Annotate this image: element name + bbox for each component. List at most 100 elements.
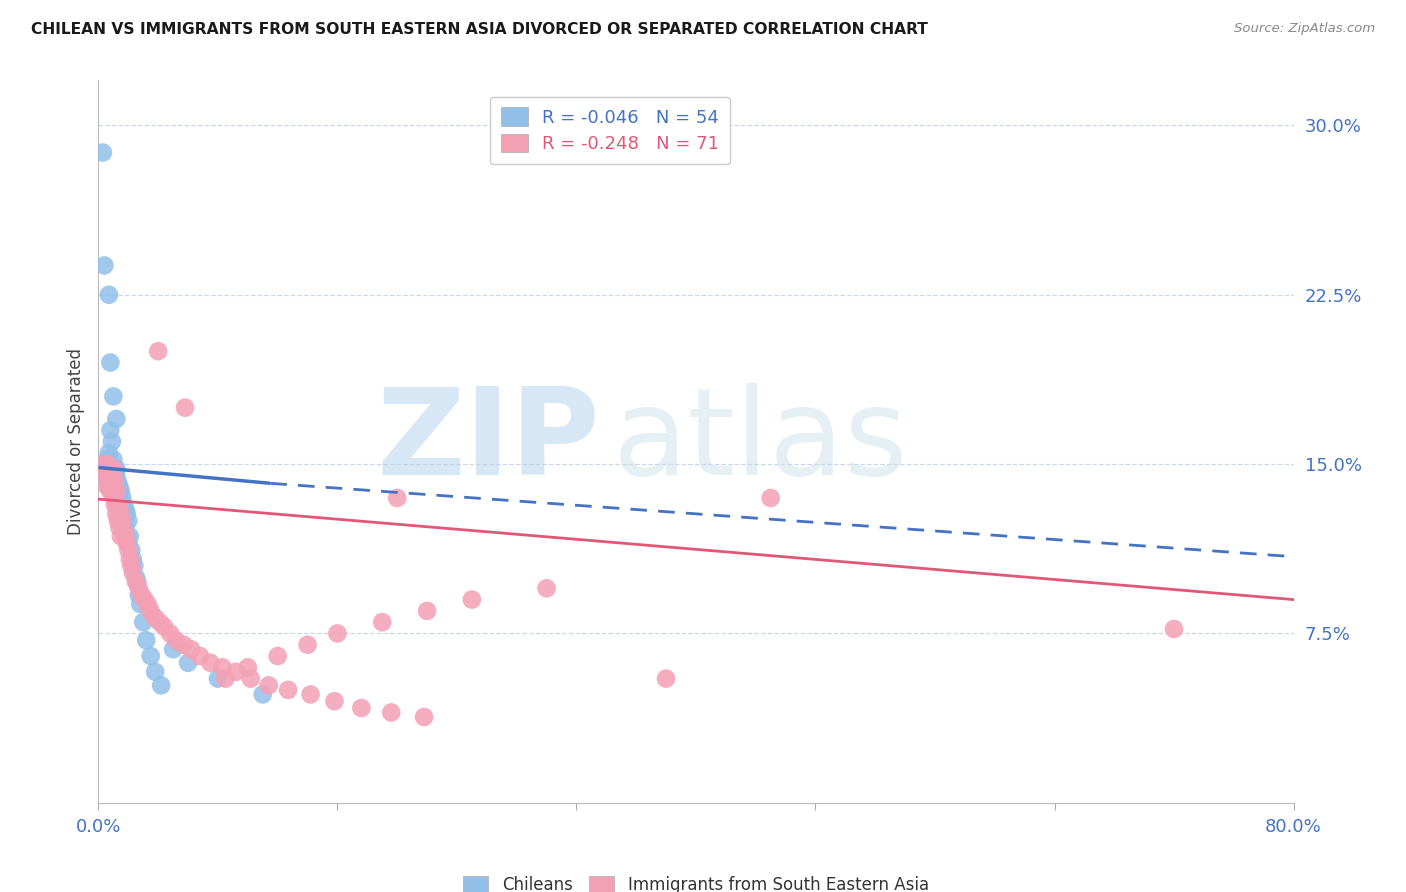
Point [97, 475, 120, 490]
Point [174, 401, 197, 415]
Point [117, 542, 139, 557]
Point [385, 491, 409, 505]
Point [143, 665, 166, 679]
Y-axis label: Divorced or Separated: Divorced or Separated [66, 348, 84, 535]
Point [93, 259, 115, 273]
Point [105, 412, 128, 426]
Point [413, 710, 436, 724]
Point [128, 588, 150, 602]
Point [104, 475, 127, 490]
Point [91, 461, 114, 475]
Point [105, 484, 128, 499]
Point [150, 678, 173, 692]
Point [110, 529, 132, 543]
Point [134, 592, 156, 607]
Point [225, 665, 247, 679]
Point [101, 434, 124, 449]
Point [277, 682, 299, 697]
Point [149, 615, 172, 630]
Point [98, 468, 122, 483]
Point [177, 656, 200, 670]
Point [239, 672, 262, 686]
Point [267, 648, 290, 663]
Point [114, 520, 136, 534]
Point [112, 524, 135, 539]
Point [299, 687, 322, 701]
Point [214, 672, 236, 686]
Point [107, 475, 129, 490]
Point [103, 480, 125, 494]
Point [114, 502, 136, 516]
Point [759, 491, 782, 505]
Point [94, 461, 117, 475]
Point [97, 461, 120, 475]
Point [129, 597, 152, 611]
Point [132, 615, 155, 630]
Point [118, 529, 141, 543]
Point [105, 475, 128, 490]
Point [98, 461, 122, 475]
Point [105, 461, 128, 475]
Point [128, 582, 150, 596]
Point [115, 507, 138, 521]
Point [153, 620, 176, 634]
Point [110, 502, 132, 516]
Point [200, 656, 222, 670]
Point [96, 452, 118, 467]
Point [207, 672, 229, 686]
Point [165, 633, 187, 648]
Point [97, 446, 120, 460]
Point [98, 484, 122, 499]
Point [143, 610, 166, 624]
Point [188, 648, 211, 663]
Point [120, 558, 142, 573]
Point [159, 626, 181, 640]
Point [173, 638, 195, 652]
Point [115, 536, 138, 550]
Point [104, 491, 127, 505]
Point [112, 498, 135, 512]
Point [103, 389, 125, 403]
Legend: Chileans, Immigrants from South Eastern Asia: Chileans, Immigrants from South Eastern … [457, 869, 935, 892]
Point [120, 542, 142, 557]
Point [125, 570, 148, 584]
Text: CHILEAN VS IMMIGRANTS FROM SOUTH EASTERN ASIA DIVORCED OR SEPARATED CORRELATION : CHILEAN VS IMMIGRANTS FROM SOUTH EASTERN… [31, 22, 928, 37]
Point [118, 552, 141, 566]
Point [139, 604, 162, 618]
Point [103, 461, 125, 475]
Point [105, 484, 128, 499]
Point [98, 423, 122, 437]
Point [94, 468, 117, 483]
Point [101, 468, 124, 483]
Point [105, 468, 128, 483]
Point [148, 344, 170, 359]
Point [371, 615, 394, 630]
Point [350, 701, 373, 715]
Point [98, 355, 122, 369]
Point [135, 633, 157, 648]
Point [93, 457, 115, 471]
Point [97, 287, 120, 301]
Point [136, 597, 159, 611]
Point [416, 604, 439, 618]
Point [111, 514, 134, 528]
Point [117, 514, 139, 528]
Point [257, 678, 280, 692]
Point [121, 566, 143, 580]
Point [105, 507, 128, 521]
Point [1163, 622, 1185, 636]
Point [107, 498, 129, 512]
Point [108, 480, 131, 494]
Point [108, 502, 131, 516]
Text: Source: ZipAtlas.com: Source: ZipAtlas.com [1234, 22, 1375, 36]
Point [97, 480, 120, 494]
Point [101, 468, 124, 483]
Point [107, 484, 129, 499]
Text: ZIP: ZIP [377, 383, 600, 500]
Point [655, 672, 678, 686]
Point [162, 642, 184, 657]
Point [104, 480, 127, 494]
Point [111, 507, 134, 521]
Point [104, 498, 127, 512]
Point [112, 514, 135, 528]
